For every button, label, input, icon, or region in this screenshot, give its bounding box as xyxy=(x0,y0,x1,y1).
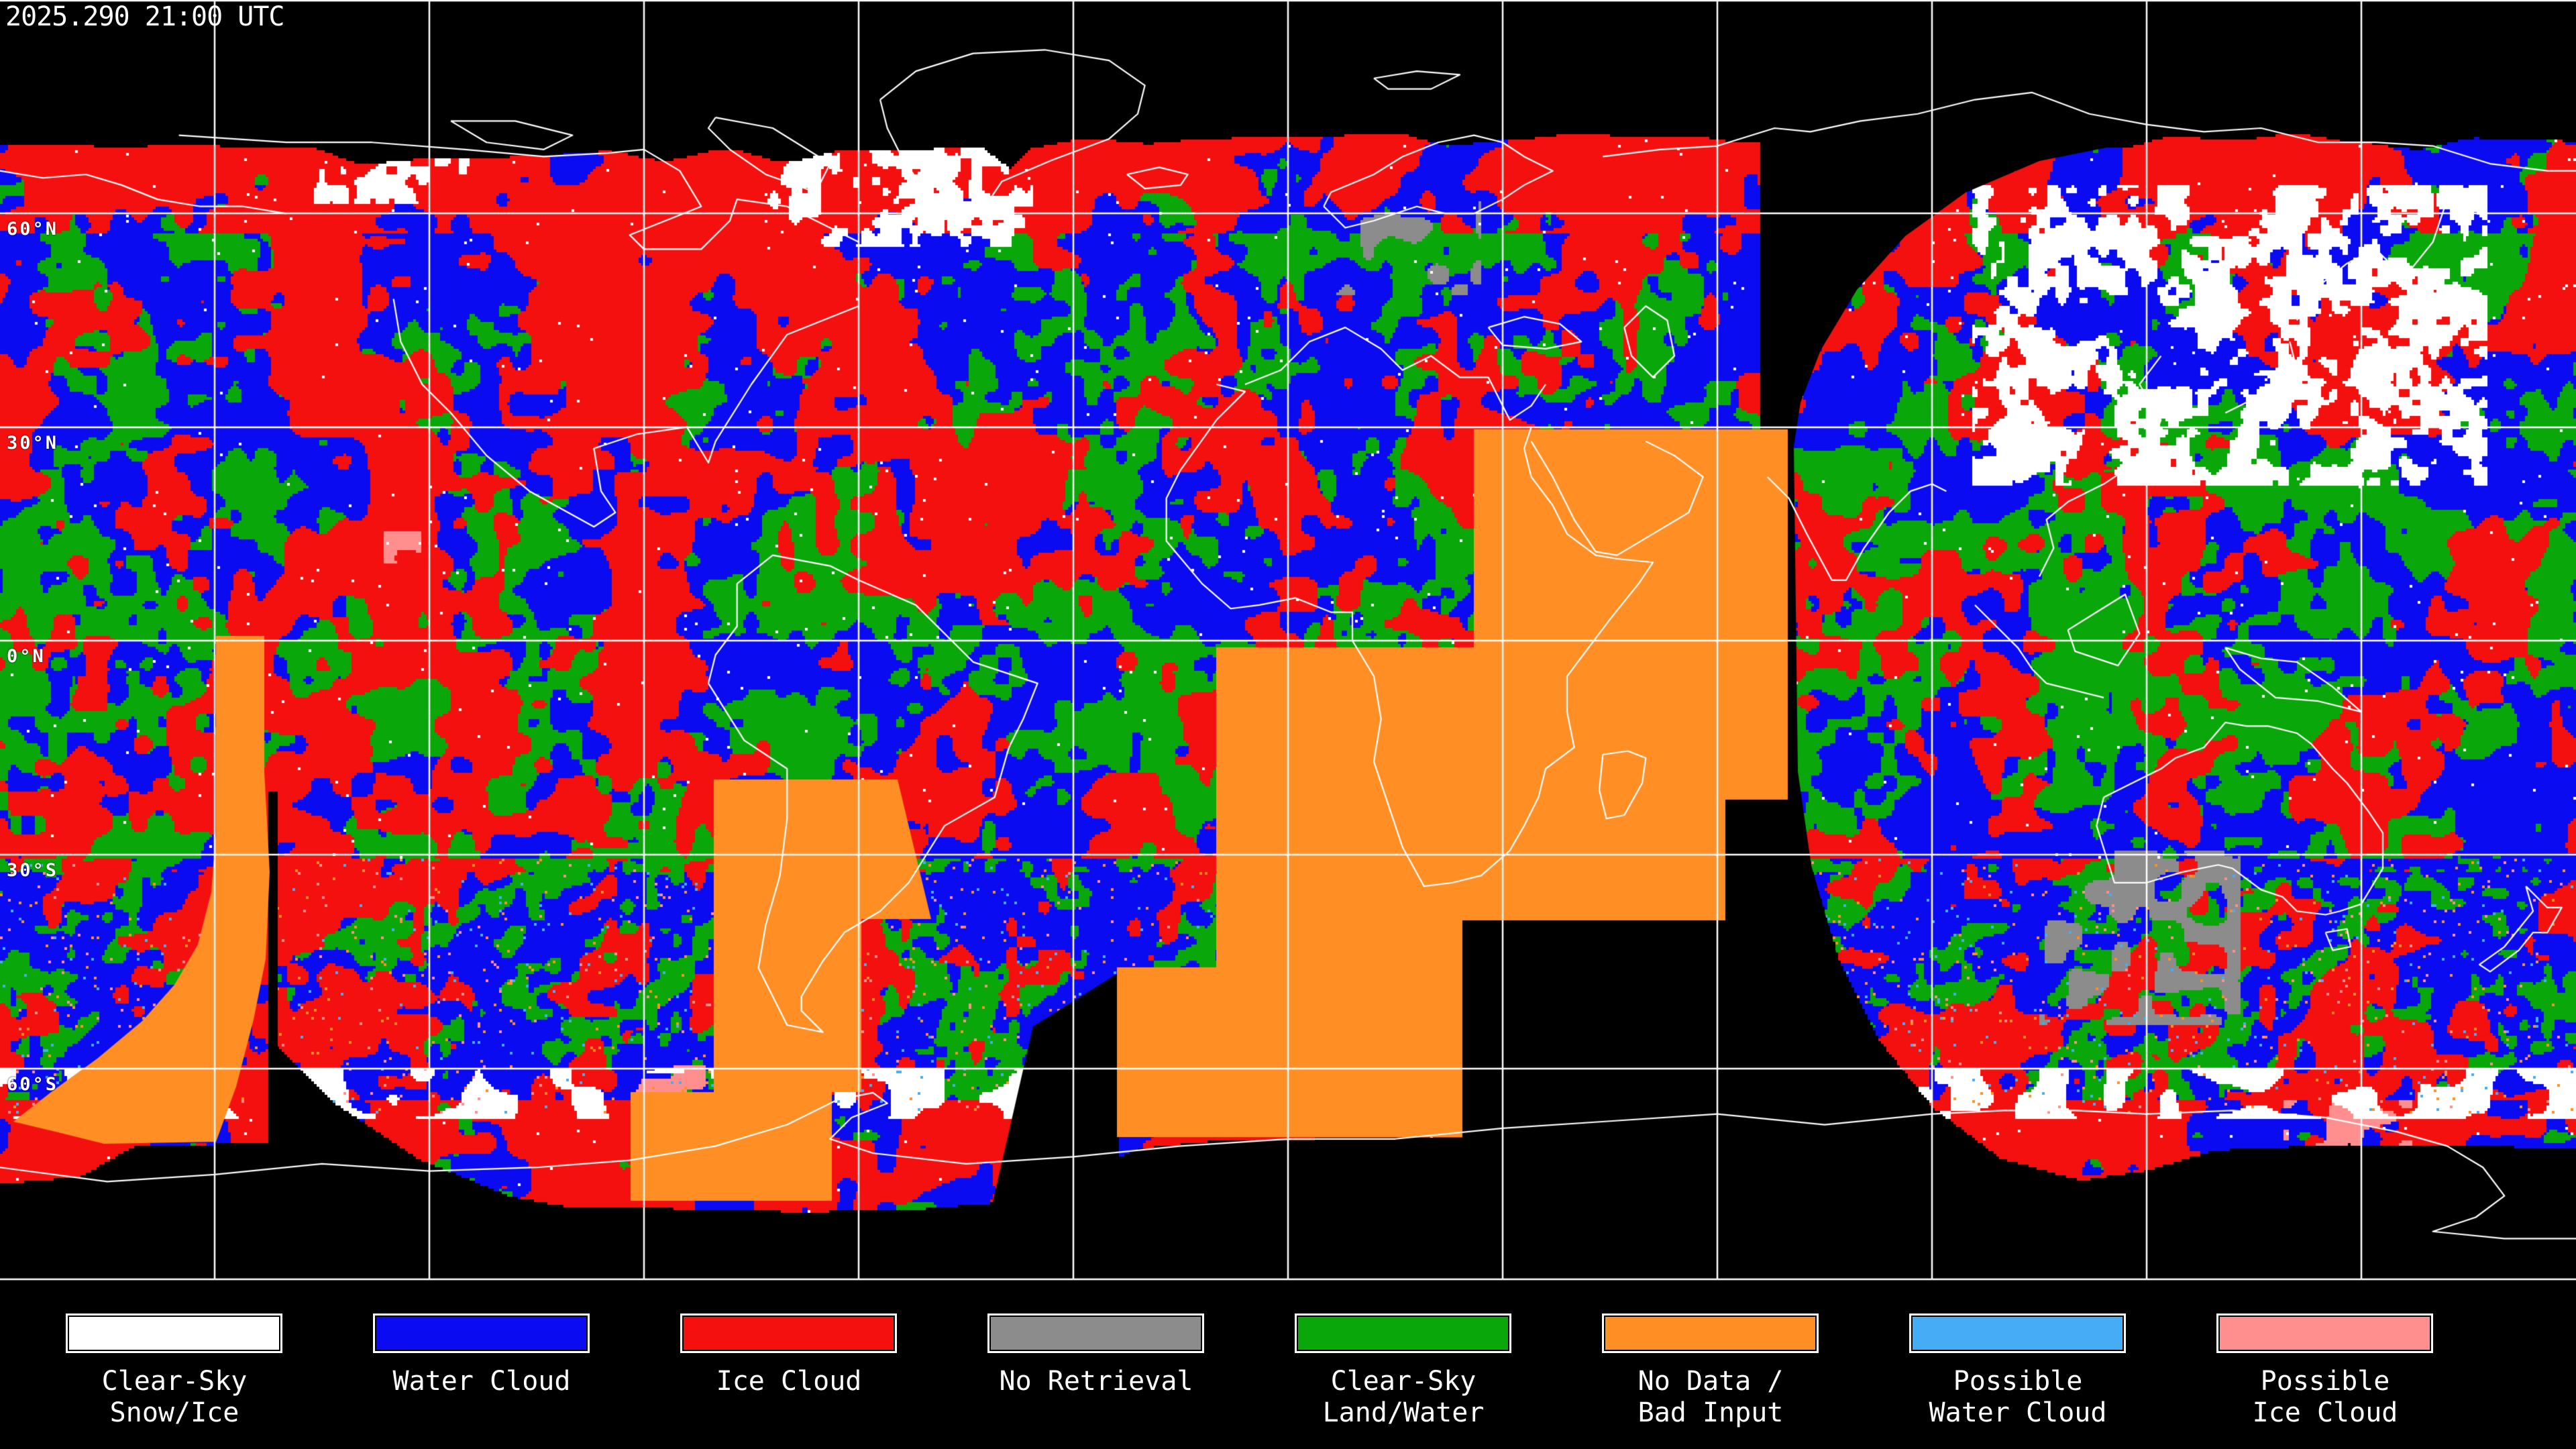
legend-label: Ice Cloud xyxy=(716,1366,862,1397)
map-image xyxy=(0,0,2576,1281)
timestamp: 2025.290 21:00 UTC xyxy=(5,1,284,32)
legend-label: No Retrieval xyxy=(999,1366,1193,1397)
legend-swatch xyxy=(1295,1313,1511,1353)
legend-label: Clear-Sky Land/Water xyxy=(1322,1366,1485,1428)
legend-label: Possible Ice Cloud xyxy=(2252,1366,2398,1428)
legend-label: Water Cloud xyxy=(392,1366,571,1397)
legend-label: Possible Water Cloud xyxy=(1929,1366,2107,1428)
lat-label-60s: 60°S xyxy=(7,1074,59,1095)
legend-swatch xyxy=(1909,1313,2126,1353)
legend-swatch xyxy=(66,1313,282,1353)
lat-label-0n: 0°N xyxy=(7,646,46,667)
legend-swatch xyxy=(987,1313,1204,1353)
lat-label-30n: 30°N xyxy=(7,433,59,453)
legend-swatch xyxy=(1602,1313,1819,1353)
legend-swatch xyxy=(2216,1313,2433,1353)
legend-label: No Data / Bad Input xyxy=(1638,1366,1784,1428)
lat-label-30s: 30°S xyxy=(7,860,59,881)
legend-label: Clear-Sky Snow/Ice xyxy=(101,1366,248,1428)
legend: Clear-Sky Snow/Ice Water Cloud Ice Cloud No… xyxy=(0,1281,2576,1449)
legend-swatch xyxy=(680,1313,897,1353)
legend-swatch xyxy=(373,1313,590,1353)
lat-label-60n: 60°N xyxy=(7,219,59,239)
